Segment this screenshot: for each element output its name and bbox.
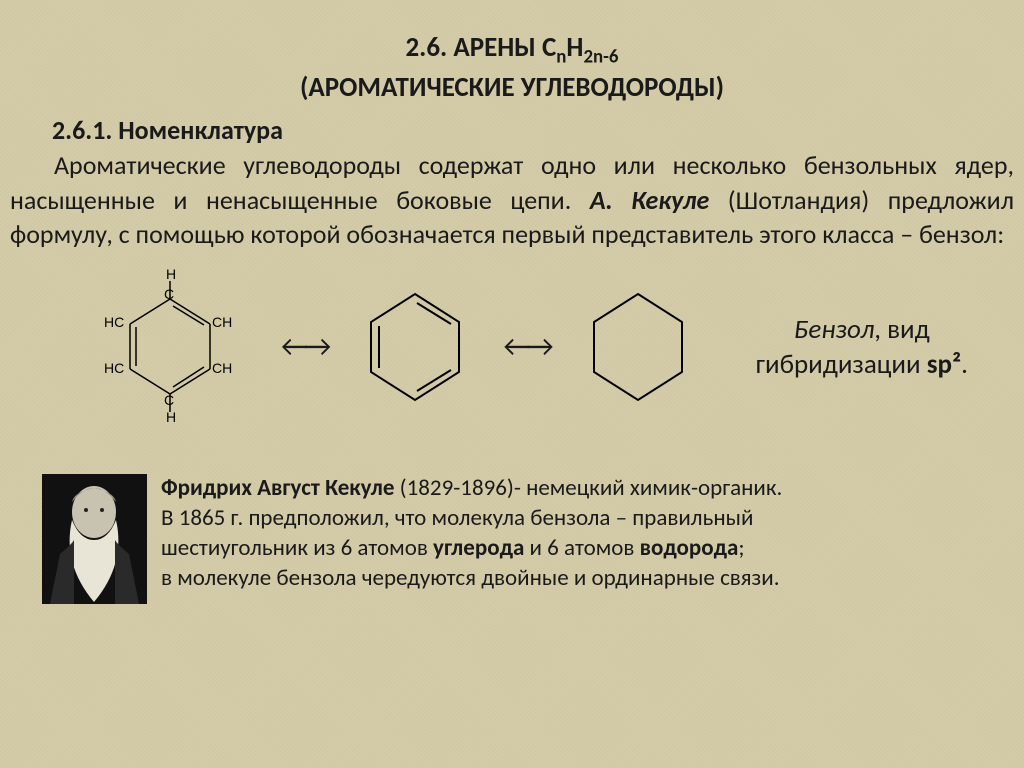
title-l2: (АРОМАТИЧЕСКИЕ УГЛЕВОДОРОДЫ): [300, 71, 724, 104]
kekule-portrait: [42, 474, 147, 604]
bio-text: Фридрих Август Кекуле (1829-1896)- немец…: [161, 474, 782, 594]
caption-dot: .: [961, 348, 968, 381]
svg-text:CH: CH: [212, 314, 232, 330]
svg-text:HC: HC: [104, 314, 124, 330]
svg-text:C: C: [164, 392, 174, 408]
svg-text:CH: CH: [212, 360, 232, 376]
svg-text:C: C: [164, 286, 174, 302]
caption-post1: , вид: [874, 313, 929, 346]
caption-benzol: Бензол: [794, 313, 874, 346]
section-subtitle: 2.6.1. Номенклатура: [8, 114, 1016, 146]
bio-hydrogen: водорода: [640, 534, 739, 562]
title-sub2: 2n-6: [583, 45, 618, 68]
bio-l3-mid: и 6 атомов: [524, 534, 639, 562]
main-paragraph: Ароматические углеводороды содержат одно…: [8, 148, 1016, 251]
kekule-structure-icon: H C CH CH C H HC HC: [88, 269, 253, 424]
kekule-name: А. Кекуле: [590, 184, 709, 216]
bio-row: Фридрих Август Кекуле (1829-1896)- немец…: [8, 474, 1016, 604]
bio-l3-post: ;: [738, 534, 744, 562]
resonance-arrow-1: ←→: [281, 328, 327, 365]
svg-text:HC: HC: [104, 360, 124, 376]
benzene-kekule-icon: [355, 282, 475, 412]
svg-text:H: H: [166, 409, 176, 424]
svg-text:H: H: [166, 269, 176, 282]
bio-name: Фридрих Август Кекуле: [161, 474, 394, 502]
title-l1-pre: 2.6. АРЕНЫ C: [405, 31, 556, 64]
caption-pre2: гибридизации: [756, 348, 927, 381]
bio-carbon: углерода: [433, 534, 524, 562]
resonance-arrow-2: ←→: [503, 328, 549, 365]
diagram-caption: Бензол, вид гибридизации sp².: [756, 312, 968, 382]
slide-title: 2.6. АРЕНЫ CnH2n-6 (АРОМАТИЧЕСКИЕ УГЛЕВО…: [8, 30, 1016, 106]
bio-l2: В 1865 г. предположил, что молекула бенз…: [161, 504, 753, 532]
bio-l3-pre: шестиугольник из 6 атомов: [161, 534, 433, 562]
benzene-hexagon-icon: [578, 282, 698, 412]
title-l1-mid: H: [566, 31, 583, 64]
caption-sp2: sp²: [927, 348, 961, 381]
diagram-row: H C CH CH C H HC HC ←→ ←→ Бензол, вид ги…: [8, 269, 1016, 424]
title-sub1: n: [556, 45, 566, 68]
bio-l4: в молекуле бензола чередуются двойные и …: [161, 564, 780, 592]
bio-dates: (1829-1896)- немецкий химик-органик.: [394, 474, 782, 502]
